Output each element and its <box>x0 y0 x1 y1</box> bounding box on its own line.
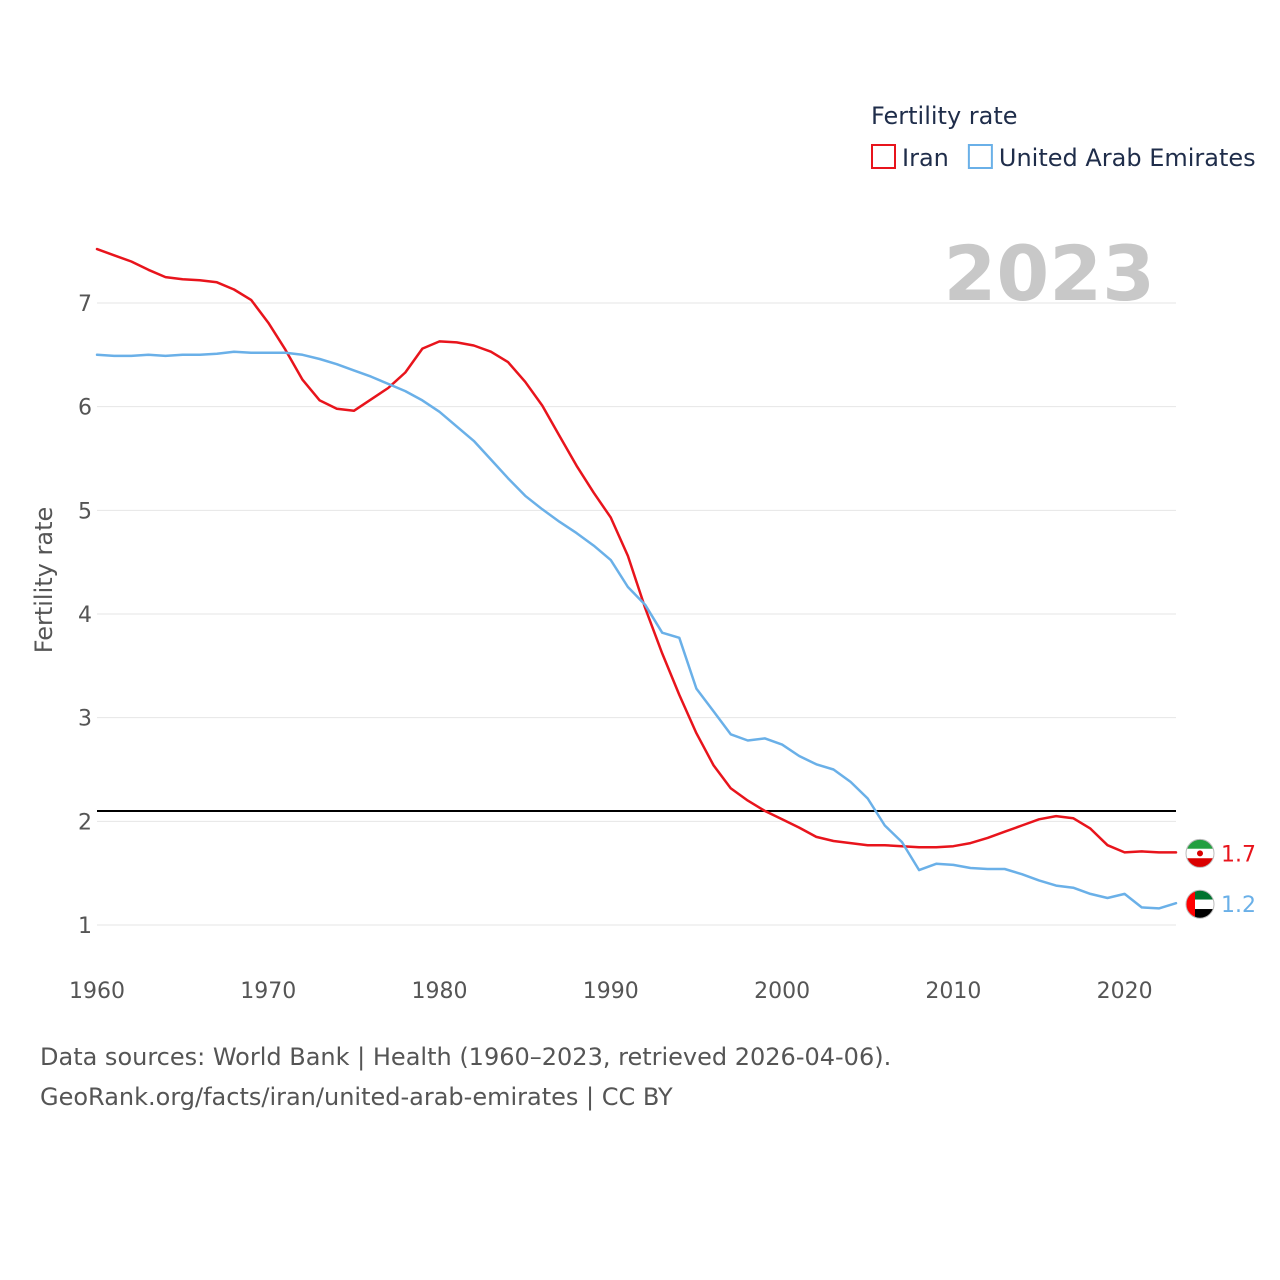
series-line-united-arab-emirates <box>95 350 1178 910</box>
series-lines <box>95 247 1178 910</box>
end-value-label-iran: 1.7 <box>1221 842 1256 867</box>
x-tick-label-2020: 2020 <box>1097 979 1153 1004</box>
gridlines <box>97 302 1176 926</box>
x-tick-label-2000: 2000 <box>754 979 810 1004</box>
legend-swatch-united-arab-emirates <box>967 144 993 169</box>
y-axis-ticks: 1 2 3 4 5 6 7 <box>78 292 92 939</box>
x-tick-label-1970: 1970 <box>240 979 296 1004</box>
current-year-label: 2023 <box>943 229 1155 318</box>
y-tick-label-6: 6 <box>78 396 92 421</box>
y-tick-label-5: 5 <box>78 499 92 524</box>
legend-swatch-iran <box>871 144 896 169</box>
x-tick-label-1980: 1980 <box>412 979 468 1004</box>
flag-icon-iran <box>1185 838 1215 868</box>
source-line-2[interactable]: GeoRank.org/facts/iran/united-arab-emira… <box>40 1083 673 1111</box>
x-tick-label-1960: 1960 <box>69 979 125 1004</box>
legend-label-united-arab-emirates: United Arab Emirates <box>999 144 1256 172</box>
y-tick-label-2: 2 <box>78 810 92 835</box>
flag-icon-united-arab-emirates <box>1185 889 1215 919</box>
source-line-1: Data sources: World Bank | Health (1960–… <box>40 1043 892 1071</box>
x-tick-label-2010: 2010 <box>925 979 981 1004</box>
legend-items: Iran United Arab Emirates <box>871 144 1256 172</box>
x-tick-label-1990: 1990 <box>583 979 639 1004</box>
legend: Fertility rate Iran United Arab Emirates <box>871 102 1256 172</box>
y-tick-label-4: 4 <box>78 603 92 628</box>
end-markers: 1.7 1.2 <box>1185 838 1256 919</box>
x-axis-ticks: 1960 1970 1980 1990 2000 2010 2020 <box>69 979 1153 1004</box>
legend-title: Fertility rate <box>871 102 1018 130</box>
end-value-label-united-arab-emirates: 1.2 <box>1221 893 1256 918</box>
y-tick-label-3: 3 <box>78 707 92 732</box>
y-tick-label-7: 7 <box>78 292 92 317</box>
series-line-iran <box>95 247 1178 854</box>
y-tick-label-1: 1 <box>78 914 92 939</box>
y-axis-title: Fertility rate <box>30 507 58 654</box>
legend-label-iran: Iran <box>902 144 949 172</box>
